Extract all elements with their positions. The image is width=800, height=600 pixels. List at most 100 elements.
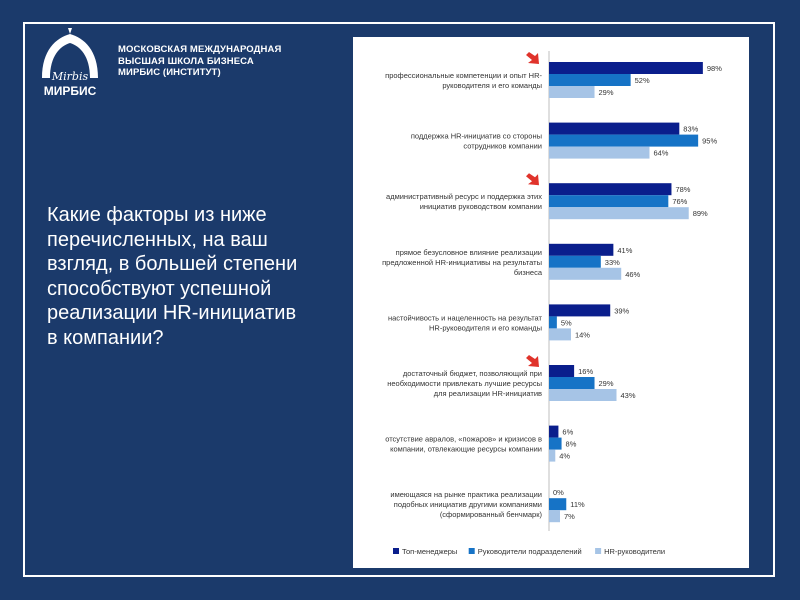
question-line: реализации HR-инициатив <box>47 302 297 324</box>
bar <box>549 437 562 450</box>
data-label: 83% <box>683 125 698 134</box>
org-line: МОСКОВСКАЯ МЕЖДУНАРОДНАЯ <box>118 44 282 55</box>
bar <box>549 389 617 401</box>
bar <box>549 62 703 74</box>
bar <box>549 304 611 317</box>
category-label-line: для реализации HR-инициатив <box>434 389 542 398</box>
category-label: настойчивость и нацеленность на результа… <box>388 313 543 332</box>
data-label: 29% <box>599 88 614 97</box>
category-label-line: настойчивость и нацеленность на результа… <box>388 313 543 322</box>
bar-chart: профессиональные компетенции и опыт HR-р… <box>382 51 722 556</box>
category-label-line: бизнеса <box>514 268 543 277</box>
logo-script: Mirbis <box>51 70 89 83</box>
bar <box>549 267 622 280</box>
bar <box>549 510 560 523</box>
slide-frame <box>23 22 775 577</box>
legend-label: Топ-менеджеры <box>402 547 457 556</box>
category-label-line: поддержка HR-инициатив со стороны <box>411 132 542 141</box>
data-label: 46% <box>625 270 640 279</box>
category-label-line: профессиональные компетенции и опыт HR- <box>385 71 542 80</box>
bar <box>549 207 689 220</box>
bar <box>549 377 595 389</box>
data-label: 33% <box>605 258 620 267</box>
category-label-line: HR-руководителя и его команды <box>429 323 542 332</box>
bar <box>549 183 672 196</box>
data-label: 41% <box>617 246 632 255</box>
category-label-line: достаточный бюджет, позволяющий при <box>403 369 542 378</box>
category-label: прямое безусловное влияние реализации пре… <box>382 248 543 277</box>
category-label: поддержка HR-инициатив со стороны сотрудн… <box>411 132 542 151</box>
data-label: 43% <box>621 391 636 400</box>
question-line: Какие факторы из ниже <box>47 204 267 226</box>
bar <box>549 449 556 462</box>
data-label: 89% <box>693 209 708 218</box>
data-label: 52% <box>635 76 650 85</box>
category-label-line: отсутствие авралов, «пожаров» и кризисов… <box>385 435 542 444</box>
category-label-line: руководителя и его команды <box>442 81 542 90</box>
data-label: 11% <box>570 500 585 509</box>
data-label: 6% <box>562 428 573 437</box>
category-label-line: прямое безусловное влияние реализации <box>396 248 542 257</box>
data-label: 78% <box>675 185 690 194</box>
highlight-arrow-icon <box>526 355 539 367</box>
bar <box>549 86 595 98</box>
category-label-line: подобных инициатив другими компаниями <box>394 500 542 509</box>
chart-panel: профессиональные компетенции и опыт HR-р… <box>353 37 749 568</box>
question-line: в компании? <box>47 326 164 349</box>
bar <box>549 243 614 256</box>
survey-question: Какие факторы из ниже перечисленных, на … <box>47 203 337 350</box>
data-label: 76% <box>672 197 687 206</box>
bar <box>549 74 631 86</box>
data-label: 98% <box>707 64 722 73</box>
data-label: 7% <box>564 512 575 521</box>
bar <box>549 134 699 147</box>
category-label: административный ресурс и поддержка этих… <box>386 192 542 211</box>
bar <box>549 316 557 329</box>
category-label-line: (сформированный бенчмарк) <box>440 510 543 519</box>
data-label: 4% <box>559 452 570 461</box>
bar <box>549 425 559 438</box>
mirbis-logo: Mirbis МИРБИС <box>42 28 98 98</box>
data-label: 39% <box>614 306 629 315</box>
data-label: 29% <box>599 379 614 388</box>
organization-name: МОСКОВСКАЯ МЕЖДУНАРОДНАЯ ВЫСШАЯ ШКОЛА БИ… <box>118 44 281 79</box>
legend-swatch <box>393 548 399 554</box>
highlight-arrow-icon <box>526 52 539 64</box>
legend-swatch <box>468 548 475 554</box>
data-label: 0% <box>553 488 564 497</box>
data-label: 5% <box>561 318 572 327</box>
data-label: 14% <box>575 330 590 339</box>
category-label-line: необходимости привлекать лучшие ресурсы <box>387 379 542 388</box>
category-label: имеющаяся на рынке практика реализации по… <box>390 490 542 519</box>
bar <box>549 328 571 341</box>
org-line: ВЫСШАЯ ШКОЛА БИЗНЕСА <box>118 55 254 67</box>
bar <box>549 365 575 377</box>
org-line: МИРБИС (ИНСТИТУТ) <box>118 67 221 78</box>
legend-label: HR-руководители <box>604 547 665 556</box>
category-label-line: сотрудников компании <box>463 142 542 151</box>
data-label: 64% <box>653 149 668 158</box>
category-label-line: административный ресурс и поддержка этих <box>386 192 542 201</box>
category-label-line: имеющаяся на рынке практика реализации <box>390 490 542 499</box>
category-label-line: компании, отвлекающие ресурсы компании <box>390 445 542 454</box>
legend-swatch <box>595 548 602 554</box>
data-label: 8% <box>566 440 577 449</box>
data-label: 16% <box>578 367 593 376</box>
bar <box>549 195 669 208</box>
category-label-line: инициатив руководством компании <box>420 202 542 211</box>
bar <box>549 122 680 135</box>
legend-label: Руководители подразделений <box>478 547 582 556</box>
bar <box>549 255 601 268</box>
data-label: 95% <box>702 137 717 146</box>
logo-wordmark: МИРБИС <box>44 84 97 98</box>
question-line: взгляд, в большей степени <box>47 253 298 275</box>
category-label-line: предложенной HR-инициативы на результаты <box>382 258 542 267</box>
highlight-arrow-icon <box>526 173 539 186</box>
category-label: отсутствие авралов, «пожаров» и кризисов… <box>385 435 542 454</box>
question-line: перечисленных, на ваш <box>47 228 268 251</box>
bar <box>549 146 650 159</box>
question-line: способствуют успешной <box>47 277 272 300</box>
bar <box>549 498 567 511</box>
category-label: достаточный бюджет, позволяющий при необх… <box>387 369 542 398</box>
category-label: профессиональные компетенции и опыт HR-р… <box>385 71 542 90</box>
